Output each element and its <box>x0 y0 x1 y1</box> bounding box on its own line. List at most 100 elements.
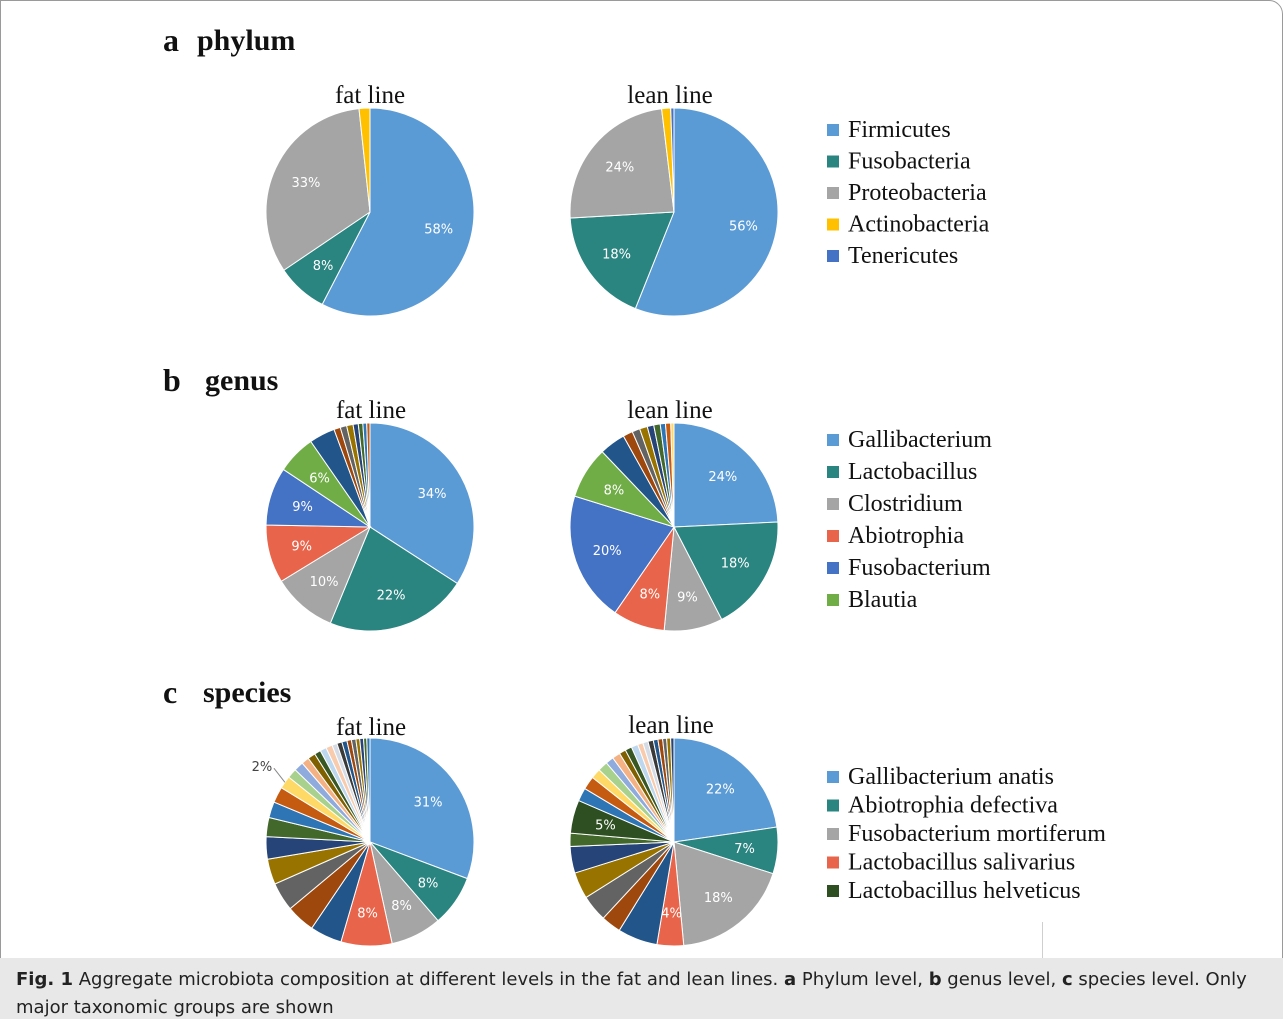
pie-data-label: 6% <box>309 472 330 487</box>
legend-b: Gallibacterium Lactobacillus Clostridium Ab… <box>827 427 992 613</box>
legend-swatch <box>827 124 839 136</box>
pie-charts: fat line 58% 8% 33% lean line 56% 18% 24% fat li… <box>252 82 1106 947</box>
caption-a: a <box>783 969 797 990</box>
legend-swatch <box>827 498 839 510</box>
pie-data-label: 9% <box>291 540 312 555</box>
pie-b-fat: fat line 34% 22% 10% 9% 9% 6% <box>265 397 475 632</box>
pie-slice <box>673 422 779 528</box>
panel-c-title: species <box>203 676 292 709</box>
pie-a-lean: lean line 56% 18% 24% <box>569 82 779 317</box>
legend-swatch <box>827 885 839 897</box>
legend-swatch <box>827 530 839 542</box>
panel-b-title: genus <box>205 364 279 397</box>
pie-data-label: 58% <box>424 223 453 238</box>
pie-slice <box>321 107 475 317</box>
pie-data-label: 8% <box>604 484 625 499</box>
legend-swatch <box>827 799 839 812</box>
pie-c-fat: fat line 31% 8% 8% 8% 2% <box>252 714 475 947</box>
legend-label: Firmicutes <box>848 117 951 143</box>
pie-data-label: 7% <box>734 842 755 857</box>
pie-data-label: 4% <box>661 907 682 922</box>
legend-swatch <box>827 187 839 199</box>
legend-a: Firmicutes Fusobacteria Proteobacteria Acti… <box>827 117 990 269</box>
legend-label: Lactobacillus helveticus <box>848 878 1081 904</box>
pie-data-label: 56% <box>729 219 758 234</box>
pie-data-label: 2% <box>252 760 273 775</box>
legend-label: Clostridium <box>848 491 963 517</box>
pie-data-label: 18% <box>704 891 733 906</box>
pie-title: lean line <box>627 82 712 109</box>
pie-slice <box>366 737 371 843</box>
pie-slice <box>634 107 779 317</box>
legend-swatch <box>827 218 839 231</box>
pie-slice <box>329 526 459 632</box>
legend-label: Lactobacillus <box>848 459 977 485</box>
legend-swatch <box>827 771 839 783</box>
pie-data-label: 20% <box>593 544 622 559</box>
legend-label: Gallibacterium <box>848 427 992 453</box>
pie-data-label: 8% <box>391 899 412 914</box>
pie-slice <box>673 737 778 843</box>
caption-text: Phylum level, <box>796 969 929 990</box>
pie-title: fat line <box>336 714 406 741</box>
panel-a-letter: a <box>163 22 179 58</box>
pie-data-label: 34% <box>418 487 447 502</box>
pie-data-label: 8% <box>357 907 378 922</box>
pie-a-fat: fat line 58% 8% 33% <box>265 82 475 317</box>
pie-data-label: 31% <box>414 796 443 811</box>
panel-b-letter: b <box>163 362 181 398</box>
pie-data-label: 24% <box>708 470 737 485</box>
legend-label: Tenericutes <box>848 243 958 269</box>
pie-slice <box>670 107 675 213</box>
legend-label: Proteobacteria <box>848 180 987 206</box>
pie-data-label: 9% <box>677 590 698 605</box>
legend-swatch <box>827 828 839 840</box>
legend-swatch <box>827 466 839 478</box>
legend-swatch <box>827 155 839 168</box>
pie-title: lean line <box>628 712 713 739</box>
pie-data-label: 8% <box>313 259 334 274</box>
pie-data-label: 10% <box>310 575 339 590</box>
legend-label: Fusobacteria <box>848 149 971 175</box>
panel-c-letter: c <box>163 674 178 710</box>
figure-caption: Fig. 1 Aggregate microbiota composition … <box>0 958 1283 1019</box>
legend-label: Lactobacillus salivarius <box>848 850 1075 876</box>
pie-slice <box>366 422 371 528</box>
pie-data-label: 8% <box>639 588 660 603</box>
pie-slice <box>673 841 774 947</box>
caption-text: species level. Only major taxonomic grou… <box>16 969 1247 1018</box>
legend-label: Actinobacteria <box>848 212 990 238</box>
pie-title: fat line <box>335 82 405 109</box>
panel-a-title: phylum <box>197 24 296 57</box>
pie-slice <box>369 737 475 880</box>
pie-slice <box>670 737 675 843</box>
legend-label: Abiotrophia defectiva <box>848 793 1058 819</box>
pie-data-label: 24% <box>605 161 634 176</box>
pie-data-label: 18% <box>721 556 750 571</box>
pie-data-label: 22% <box>706 783 735 798</box>
pie-c-lean: lean line 22% 7% 18% 4% 5% <box>569 712 779 947</box>
legend-swatch <box>827 562 839 574</box>
caption-b: b <box>928 969 942 990</box>
pie-slice <box>673 521 779 621</box>
pie-title: lean line <box>627 397 712 424</box>
pie-data-label: 18% <box>602 247 631 262</box>
legend-label: Fusobacterium mortiferum <box>848 821 1106 847</box>
pie-slice <box>265 108 371 271</box>
legend-label: Fusobacterium <box>848 555 991 581</box>
pie-slice <box>569 211 675 310</box>
pie-slice <box>569 495 675 614</box>
pie-data-label: 8% <box>418 876 439 891</box>
leader-line <box>273 767 286 783</box>
pie-slice <box>358 107 371 213</box>
legend-label: Abiotrophia <box>848 523 964 549</box>
legend-label: Gallibacterium anatis <box>848 764 1054 790</box>
caption-text: genus level, <box>941 969 1062 990</box>
legend-c: Gallibacterium anatis Abiotrophia defecti… <box>827 764 1106 904</box>
legend-label: Blautia <box>848 587 918 613</box>
pie-data-label: 22% <box>377 589 406 604</box>
pie-b-lean: lean line 24% 18% 9% 8% 20% 8% <box>569 397 779 632</box>
legend-swatch <box>827 594 839 606</box>
legend-swatch <box>827 434 839 446</box>
pie-slice <box>670 422 675 528</box>
